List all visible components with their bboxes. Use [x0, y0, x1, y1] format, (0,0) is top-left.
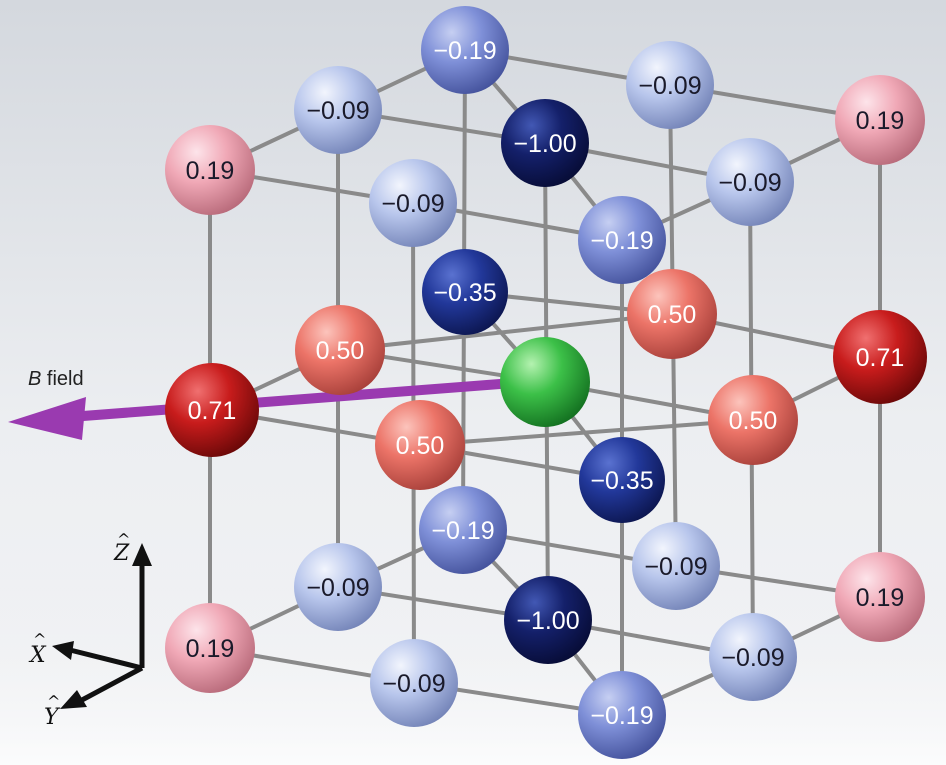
atom-red: 0.71 [833, 310, 927, 404]
atom-value-label: 0.19 [186, 635, 235, 663]
atom-value-label: −1.00 [516, 607, 579, 635]
atom-lightblue: −0.09 [294, 66, 382, 154]
atom-sphere [833, 310, 927, 404]
axis-triad: Z ^ X ^ Y ^ [28, 530, 152, 730]
atom-value-label: 0.19 [186, 157, 235, 185]
atom-value-label: −0.09 [306, 97, 369, 125]
atom-value-label: 0.50 [396, 432, 445, 460]
atom-lightblue: −0.09 [632, 522, 720, 610]
atom-deepnavy: −1.00 [504, 576, 592, 664]
atom-value-label: 0.71 [188, 397, 237, 425]
atom-sphere [835, 75, 925, 165]
atom-value-label: −0.09 [644, 553, 707, 581]
atom-value-label: −1.00 [513, 130, 576, 158]
atom-value-label: −0.19 [590, 227, 653, 255]
axis-z-hat: ^ [117, 530, 130, 549]
atom-value-label: −0.09 [638, 72, 701, 100]
axis-z-label: Z [113, 541, 130, 566]
atom-sphere [370, 639, 458, 727]
atom-sphere [632, 522, 720, 610]
atom-value-label: 0.71 [856, 344, 905, 372]
atom-deepnavy: −1.00 [501, 99, 589, 187]
atom-sphere [294, 66, 382, 154]
atom-sphere [500, 337, 590, 427]
atom-sphere [369, 159, 457, 247]
axis-x-hat: ^ [33, 630, 46, 649]
atom-value-label: −0.35 [590, 467, 653, 495]
atom-sphere [504, 576, 592, 664]
atom-salmon: 0.50 [295, 305, 385, 395]
atom-pink: 0.19 [165, 603, 255, 693]
atom-sphere [706, 138, 794, 226]
atom-sphere [579, 437, 665, 523]
atom-value-label: 0.50 [729, 407, 778, 435]
b-field-arrow [8, 379, 505, 440]
atom-lightblue: −0.09 [626, 41, 714, 129]
atom-sphere [627, 269, 717, 359]
atom-blue: −0.19 [578, 196, 666, 284]
atom-navy: −0.35 [579, 437, 665, 523]
atom-value-label: −0.19 [431, 517, 494, 545]
axis-x-label: X [28, 643, 47, 668]
atom-sphere [165, 603, 255, 693]
atom-lightblue: −0.09 [370, 639, 458, 727]
atom-sphere [709, 613, 797, 701]
atom-sphere [295, 305, 385, 395]
atom-sphere [165, 125, 255, 215]
atom-sphere [294, 543, 382, 631]
atom-value-label: 0.19 [856, 584, 905, 612]
atom-salmon: 0.50 [375, 400, 465, 490]
atom-lightblue: −0.09 [706, 138, 794, 226]
atom-lightblue: −0.09 [294, 543, 382, 631]
atom-value-label: −0.19 [433, 37, 496, 65]
atom-sphere [835, 552, 925, 642]
atom-value-label: −0.09 [721, 644, 784, 672]
lattice-rod [338, 312, 674, 352]
axis-y-label: Y [44, 705, 61, 730]
atom-blue: −0.19 [421, 6, 509, 94]
atom-sphere [421, 6, 509, 94]
atom-blue: −0.19 [419, 486, 507, 574]
atom-sphere [626, 41, 714, 129]
atom-value-label: −0.35 [433, 279, 496, 307]
atom-pink: 0.19 [835, 552, 925, 642]
atom-green [500, 337, 590, 427]
atom-pink: 0.19 [165, 125, 255, 215]
atom-salmon: 0.50 [627, 269, 717, 359]
b-field-label: B field [28, 368, 84, 390]
atom-value-label: 0.50 [648, 301, 697, 329]
atom-sphere [578, 196, 666, 284]
atom-sphere [422, 249, 508, 335]
atom-pink: 0.19 [835, 75, 925, 165]
atom-sphere [375, 400, 465, 490]
atom-sphere [578, 671, 666, 759]
atom-lightblue: −0.09 [369, 159, 457, 247]
atoms-layer: −0.35 −0.35 −0.09 −0.09 −0.09 −0.09 −0.09 −0.09… [165, 6, 927, 759]
atom-value-label: −0.19 [590, 702, 653, 730]
atom-navy: −0.35 [422, 249, 508, 335]
atom-blue: −0.19 [578, 671, 666, 759]
atom-value-label: −0.09 [381, 190, 444, 218]
atom-sphere [708, 375, 798, 465]
axis-y-hat: ^ [47, 692, 60, 711]
atom-sphere [165, 363, 259, 457]
atom-salmon: 0.50 [708, 375, 798, 465]
atom-sphere [501, 99, 589, 187]
atom-value-label: −0.09 [306, 574, 369, 602]
atom-value-label: −0.09 [382, 670, 445, 698]
atom-value-label: 0.50 [316, 337, 365, 365]
atom-value-label: −0.09 [718, 169, 781, 197]
atom-sphere [419, 486, 507, 574]
atom-lightblue: −0.09 [709, 613, 797, 701]
atom-value-label: 0.19 [856, 107, 905, 135]
atom-red: 0.71 [165, 363, 259, 457]
